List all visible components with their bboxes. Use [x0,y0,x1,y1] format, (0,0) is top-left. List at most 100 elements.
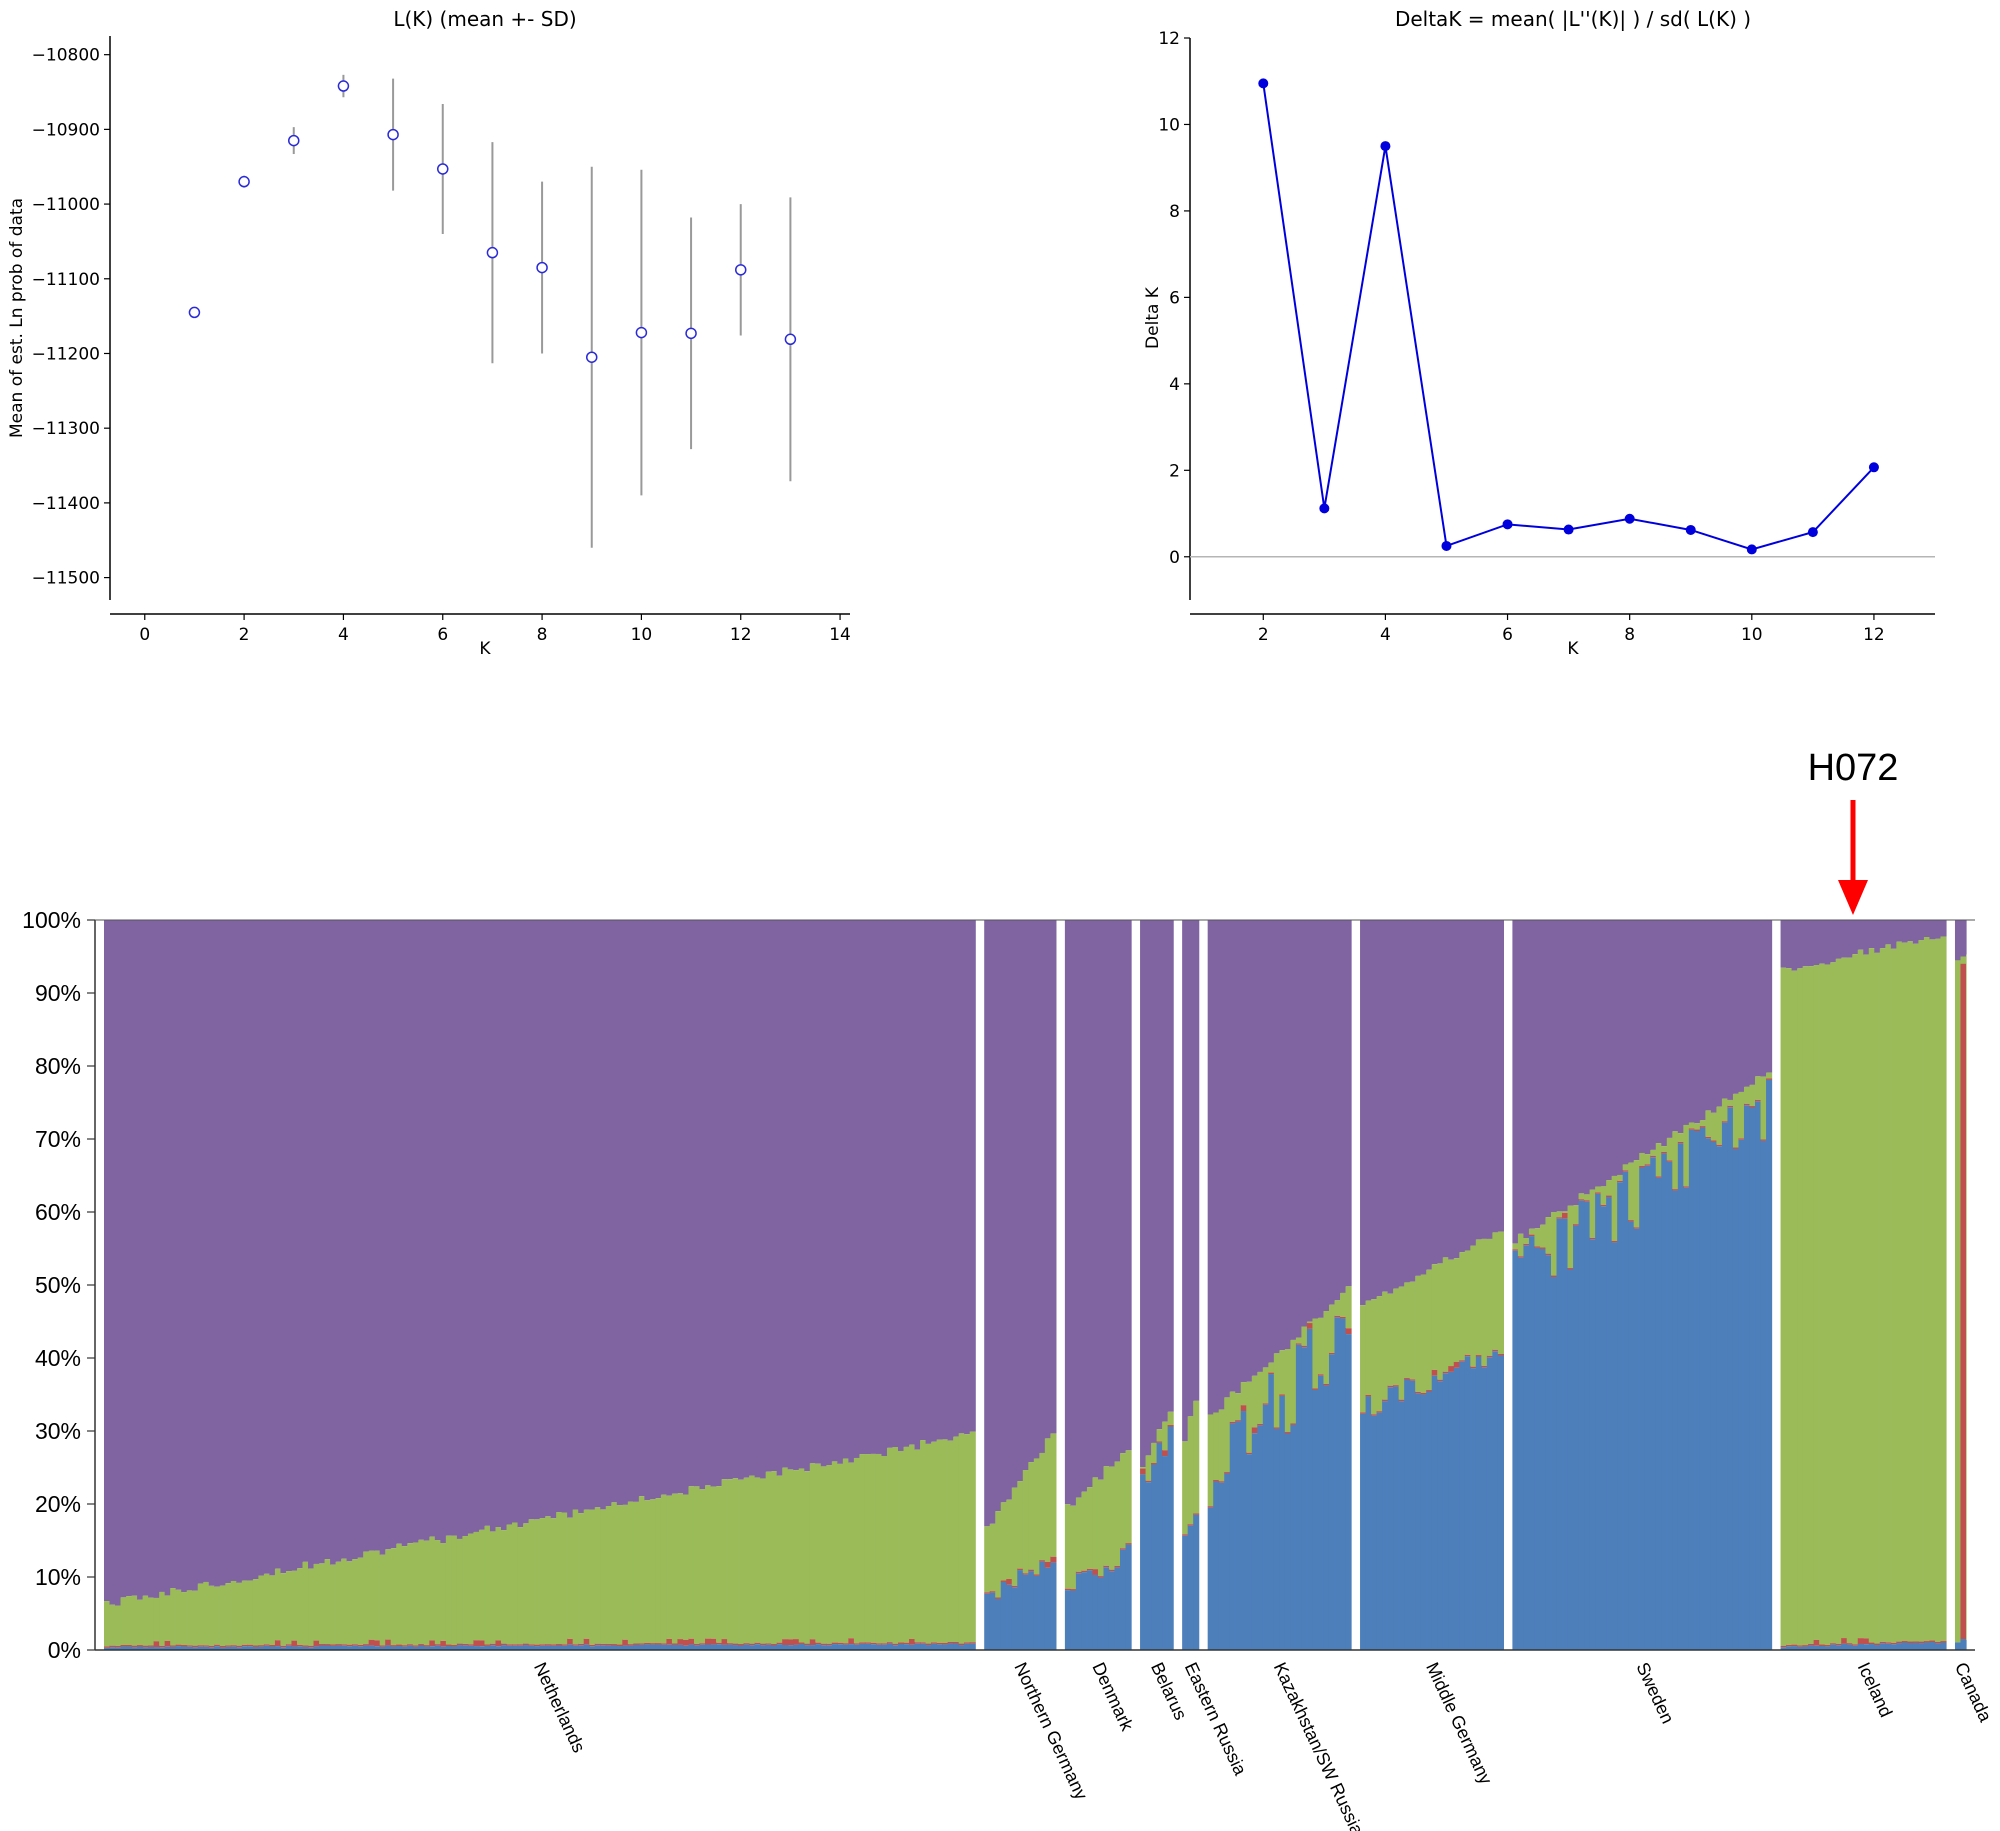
deltak-xtick-label: 4 [1380,625,1391,645]
bar-segment-blue [1600,1206,1607,1650]
bar-segment-red [1162,1450,1169,1457]
bar-segment-blue [1207,1507,1214,1650]
lk-point [486,246,499,259]
bar-segment-purple [1151,920,1158,1443]
deltak-xtick-label: 10 [1741,625,1763,645]
bar-segment-green [859,1454,866,1643]
bar-segment-green [1187,1416,1194,1525]
bar-segment-purple [909,920,916,1445]
bar-segment-purple [693,920,701,1487]
bar-segment-blue [324,1645,331,1650]
bar-segment-green [1954,960,1962,1643]
bar-segment-blue [1755,1101,1762,1650]
bar-segment-red [302,1645,309,1647]
bar-segment-green [995,1511,1002,1598]
bar-segment-blue [1086,1570,1094,1650]
bar-segment-red [523,1643,530,1646]
bar-segment-purple [1262,920,1269,1368]
bar-segment-red [1650,1155,1657,1158]
bar-segment-purple [170,920,177,1589]
bar-segment-red [776,1642,783,1645]
bar-segment-purple [1022,920,1029,1471]
bar-segment-red [1218,1481,1225,1483]
bar-segment-blue [478,1646,486,1650]
bar-segment-blue [864,1643,872,1650]
bar-segment-red [693,1643,701,1646]
bar-segment-blue [1539,1248,1547,1650]
bar-segment-green [175,1589,182,1645]
bar-segment-purple [1050,920,1057,1434]
bar-segment-purple [682,920,690,1495]
bar-segment-green [1606,1180,1613,1196]
bar-segment-red [1545,1253,1552,1256]
bar-segment-green [914,1449,921,1643]
bar-segment-purple [1512,920,1519,1244]
bar-segment-green [192,1590,199,1646]
bar-segment-blue [214,1646,221,1650]
bar-segment-blue [765,1644,772,1650]
bar-segment-blue [754,1644,761,1650]
bar-segment-red [517,1644,524,1646]
bar-segment-blue [1661,1153,1668,1650]
bar-segment-green [412,1542,419,1646]
bar-segment-purple [853,920,861,1458]
bar-segment-purple [291,920,298,1571]
bar-segment-purple [1824,920,1831,965]
bar-segment-red [396,1644,403,1647]
bar-segment-purple [1749,920,1756,1085]
structure-ytick-label: 10% [35,1564,81,1590]
bar-segment-blue [1193,1514,1200,1650]
population-label: Eastern Russia [1181,1659,1251,1779]
bar-segment-blue [1103,1567,1110,1650]
bar-segment-red [252,1645,259,1647]
lk-axes: −10800 −10900 −11000 −11100 −11200 −11300 −114… [32,36,851,645]
bar-segment-blue [716,1644,723,1650]
bar-segment-red [1760,1139,1767,1141]
bar-segment-blue [898,1643,905,1650]
bar-segment-blue [451,1646,458,1650]
bar-segment-purple [1896,920,1903,942]
bar-segment-green [804,1471,811,1644]
bar-segment-blue [137,1646,144,1650]
bar-segment-purple [374,920,381,1551]
bar-segment-blue [1246,1454,1253,1650]
bar-segment-red [550,1644,557,1646]
bar-segment-red [738,1644,745,1646]
bar-segment-purple [1306,920,1314,1322]
bar-segment-green [1151,1442,1158,1464]
bar-segment-green [1156,1429,1163,1442]
lk-xlabel: K [479,639,491,659]
bar-segment-purple [864,920,872,1455]
bar-segment-green [1727,1099,1734,1106]
bar-segment-blue [1120,1549,1127,1650]
bar-segment-green [280,1573,287,1646]
bar-segment-purple [324,920,331,1560]
bar-segment-blue [909,1644,916,1650]
bar-segment-red [1284,1432,1291,1434]
bar-segment-red [346,1644,353,1647]
bar-segment-blue [1960,1639,1966,1650]
bar-segment-purple [186,920,193,1591]
bar-segment-purple [1097,920,1105,1480]
bar-segment-red [484,1644,491,1646]
bar-segment-green [1182,1441,1189,1535]
bar-segment-blue [1064,1590,1071,1650]
bar-segment-purple [214,920,221,1587]
bar-segment-red [1328,1352,1336,1355]
bar-segment-red [1595,1192,1602,1194]
bar-segment-purple [1420,920,1427,1275]
bar-segment-blue [749,1645,756,1650]
bar-segment-blue [1295,1344,1303,1650]
bar-segment-purple [462,920,469,1537]
bar-segment-red [1766,1078,1773,1080]
bar-segment-green [798,1468,805,1643]
bar-segment-red [1486,1355,1493,1358]
deltak-ytick-label: 6 [1169,288,1180,308]
bar-segment-red [1167,1425,1174,1427]
bar-segment-purple [1808,920,1815,967]
bar-segment-purple [126,920,133,1597]
bar-segment-green [478,1529,486,1641]
bar-segment-blue [1182,1535,1189,1650]
bar-segment-green [925,1443,932,1644]
